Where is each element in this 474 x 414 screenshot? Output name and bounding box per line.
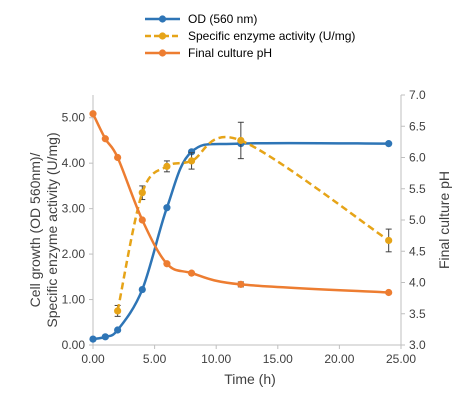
data-point-final-culture-ph <box>89 110 97 118</box>
data-point-specific-enzyme-activity-u-mg <box>163 162 171 170</box>
y-axis-right-title: Final culture pH <box>436 171 452 269</box>
y-right-tick-label: 5.5 <box>409 182 426 196</box>
x-tick-label: 25.00 <box>386 352 416 366</box>
legend-label-final-culture-ph: Final culture pH <box>188 46 272 60</box>
data-point-final-culture-ph <box>138 216 146 224</box>
data-point-specific-enzyme-activity-u-mg <box>385 236 393 245</box>
data-point-final-culture-ph <box>237 280 245 288</box>
y-left-tick-label: 0.00 <box>62 338 86 352</box>
x-tick-label: 0.00 <box>81 352 105 366</box>
axes: 0.00 5.00 10.00 15.00 20.00 25.00 0.00 1.00 2.00… <box>62 88 426 366</box>
plot-area <box>89 110 393 343</box>
y-right-tick-label: 5.0 <box>409 213 426 227</box>
data-point-od-560-nm <box>101 333 109 341</box>
data-point-od-560-nm <box>163 204 171 212</box>
data-point-specific-enzyme-activity-u-mg <box>138 189 146 197</box>
data-point-final-culture-ph <box>187 269 196 277</box>
x-tick-label: 15.00 <box>263 352 293 366</box>
legend-label-od-560-nm: OD (560 nm) <box>188 12 257 26</box>
y-left-tick-label: 1.00 <box>62 293 86 307</box>
y-left-tick-label: 2.00 <box>62 247 86 261</box>
x-tick-label: 20.00 <box>324 352 354 366</box>
y-left-tick-label: 4.00 <box>62 156 86 170</box>
data-point-od-560-nm <box>114 326 122 334</box>
y-right-tick-label: 4.0 <box>409 276 426 290</box>
data-point-specific-enzyme-activity-u-mg <box>237 136 245 145</box>
legend-marker-specific-enzyme-activity-u-mg <box>158 32 167 40</box>
y-right-tick-label: 4.5 <box>409 244 426 258</box>
y-right-tick-label: 3.0 <box>409 338 426 352</box>
x-tick-label: 5.00 <box>143 352 167 366</box>
legend-marker-final-culture-ph <box>158 49 167 57</box>
y-left-tick-label: 3.00 <box>62 202 86 216</box>
y-left-tick-label: 5.00 <box>62 111 86 125</box>
data-point-od-560-nm <box>138 285 146 294</box>
y-right-tick-label: 7.0 <box>409 88 426 102</box>
data-point-specific-enzyme-activity-u-mg <box>187 157 196 165</box>
data-point-specific-enzyme-activity-u-mg <box>114 307 122 315</box>
legend-marker-od-560-nm <box>158 15 167 23</box>
data-point-od-560-nm <box>89 335 97 343</box>
series-line-final-culture-ph <box>91 113 389 294</box>
y-axis-left-title-line1: Cell growth (OD 560nm)/ <box>27 152 43 307</box>
y-axis-left-title-line2: Specific enzyme activity (U/mg) <box>44 132 60 327</box>
legend-label-specific-enzyme-activity-u-mg: Specific enzyme activity (U/mg) <box>188 29 355 43</box>
series-line-od-560-nm <box>92 141 389 341</box>
y-right-tick-label: 6.0 <box>409 151 426 165</box>
data-point-od-560-nm <box>187 148 196 156</box>
x-tick-label: 10.00 <box>201 352 231 366</box>
data-point-final-culture-ph <box>101 135 109 143</box>
data-point-final-culture-ph <box>385 288 393 297</box>
x-axis-title: Time (h) <box>224 371 276 387</box>
legend: OD (560 nm) Specific enzyme activity (U/m… <box>145 12 355 60</box>
data-point-od-560-nm <box>385 140 393 148</box>
data-point-final-culture-ph <box>163 260 171 268</box>
data-point-final-culture-ph <box>114 153 122 162</box>
y-right-tick-label: 6.5 <box>409 119 426 133</box>
y-right-tick-label: 3.5 <box>409 307 426 321</box>
